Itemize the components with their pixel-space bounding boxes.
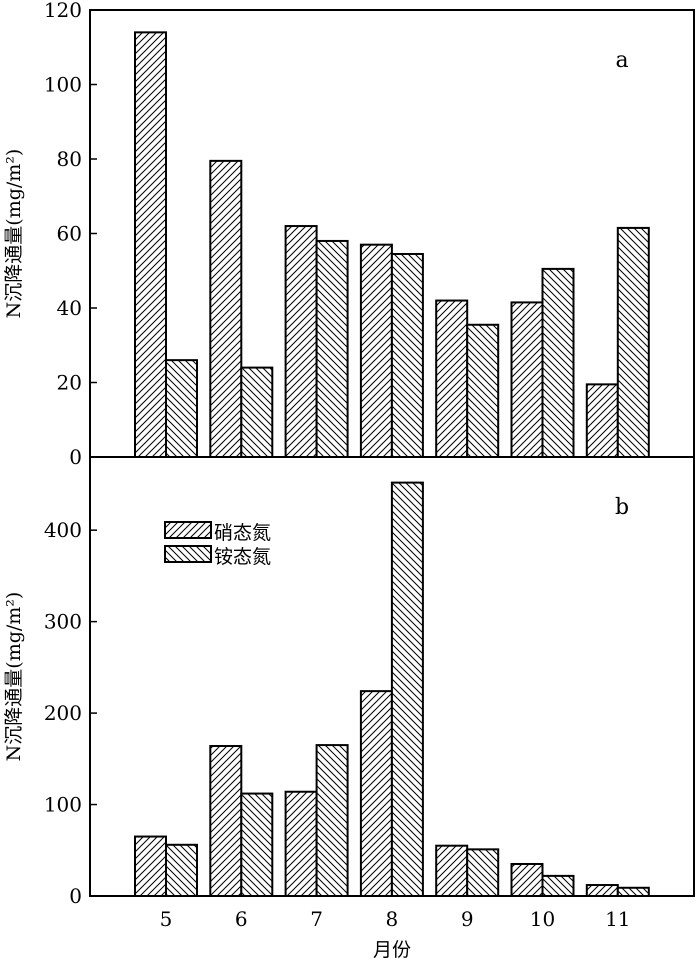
legend-label-1: 铵态氮 <box>214 546 271 568</box>
y-tick-label-a-120: 120 <box>44 0 82 22</box>
bar-a-s1-10 <box>541 267 575 459</box>
y-tick-label-a-80: 80 <box>57 147 82 171</box>
bar-b-s1-10 <box>541 874 575 897</box>
y-tick-label-a-0: 0 <box>69 445 82 469</box>
x-tick-label-8: 8 <box>386 907 399 931</box>
bar-b-s1-9 <box>466 848 500 898</box>
y-tick-label-a-20: 20 <box>57 371 82 395</box>
bar-b-s0-6 <box>209 745 243 898</box>
bar-b-s1-7 <box>315 744 349 897</box>
bar-b-s1-6 <box>240 792 274 897</box>
bar-b-s1-5 <box>165 843 198 897</box>
panel-label-a: a <box>615 48 628 73</box>
chart-layer: 0 20 40 60 80 100 120 N沉降通量(mg/m²) a 0 100 200 300 40… <box>3 0 695 961</box>
y-axis-title-a: N沉降通量(mg/m²) <box>3 149 25 319</box>
bar-b-s0-8 <box>359 690 393 898</box>
y-tick-label-b-100: 100 <box>44 793 82 817</box>
y-tick-label-b-400: 400 <box>44 518 82 542</box>
y-tick-label-b-0: 0 <box>69 884 82 908</box>
bar-b-s0-9 <box>435 844 469 898</box>
x-tick-label-11: 11 <box>605 907 630 931</box>
legend-label-0: 硝态氮 <box>214 522 271 544</box>
bar-a-s0-9 <box>435 299 469 458</box>
x-tick-label-6: 6 <box>235 907 248 931</box>
x-tick-label-7: 7 <box>310 907 323 931</box>
plot-frame <box>89 9 695 897</box>
bar-b-s1-8 <box>390 481 424 897</box>
y-tick-label-a-100: 100 <box>44 73 82 97</box>
bar-a-s1-5 <box>165 359 198 458</box>
bar-a-s0-5 <box>134 31 167 458</box>
panel-label-b: b <box>615 495 629 520</box>
y-tick-label-b-200: 200 <box>44 701 82 725</box>
x-tick-label-5: 5 <box>160 907 173 931</box>
legend-swatch-0 <box>164 521 212 539</box>
x-tick-label-10: 10 <box>530 907 555 931</box>
bar-a-s1-9 <box>466 323 500 459</box>
bar-a-s0-7 <box>284 225 318 458</box>
bar-b-s1-11 <box>616 886 650 897</box>
y-axis-title-b: N沉降通量(mg/m²) <box>3 592 25 762</box>
bar-b-s0-11 <box>585 884 619 898</box>
bar-b-s0-10 <box>510 862 544 897</box>
y-tick-label-a-60: 60 <box>57 222 82 246</box>
bar-a-s1-8 <box>390 252 424 458</box>
y-tick-label-b-300: 300 <box>44 610 82 634</box>
bar-a-s0-11 <box>585 383 619 458</box>
bar-b-s0-5 <box>134 835 167 897</box>
bar-a-s1-11 <box>616 226 650 458</box>
x-tick-label-9: 9 <box>461 907 474 931</box>
bar-b-s0-7 <box>284 790 318 897</box>
bar-a-s0-8 <box>359 243 393 458</box>
bar-a-s0-6 <box>209 159 243 459</box>
x-axis-title: 月份 <box>373 939 411 961</box>
legend-swatch-1 <box>164 545 212 563</box>
bar-a-s1-6 <box>240 366 274 459</box>
y-tick-label-a-40: 40 <box>57 296 82 320</box>
bar-a-s0-10 <box>510 301 544 458</box>
bar-a-s1-7 <box>315 239 349 458</box>
